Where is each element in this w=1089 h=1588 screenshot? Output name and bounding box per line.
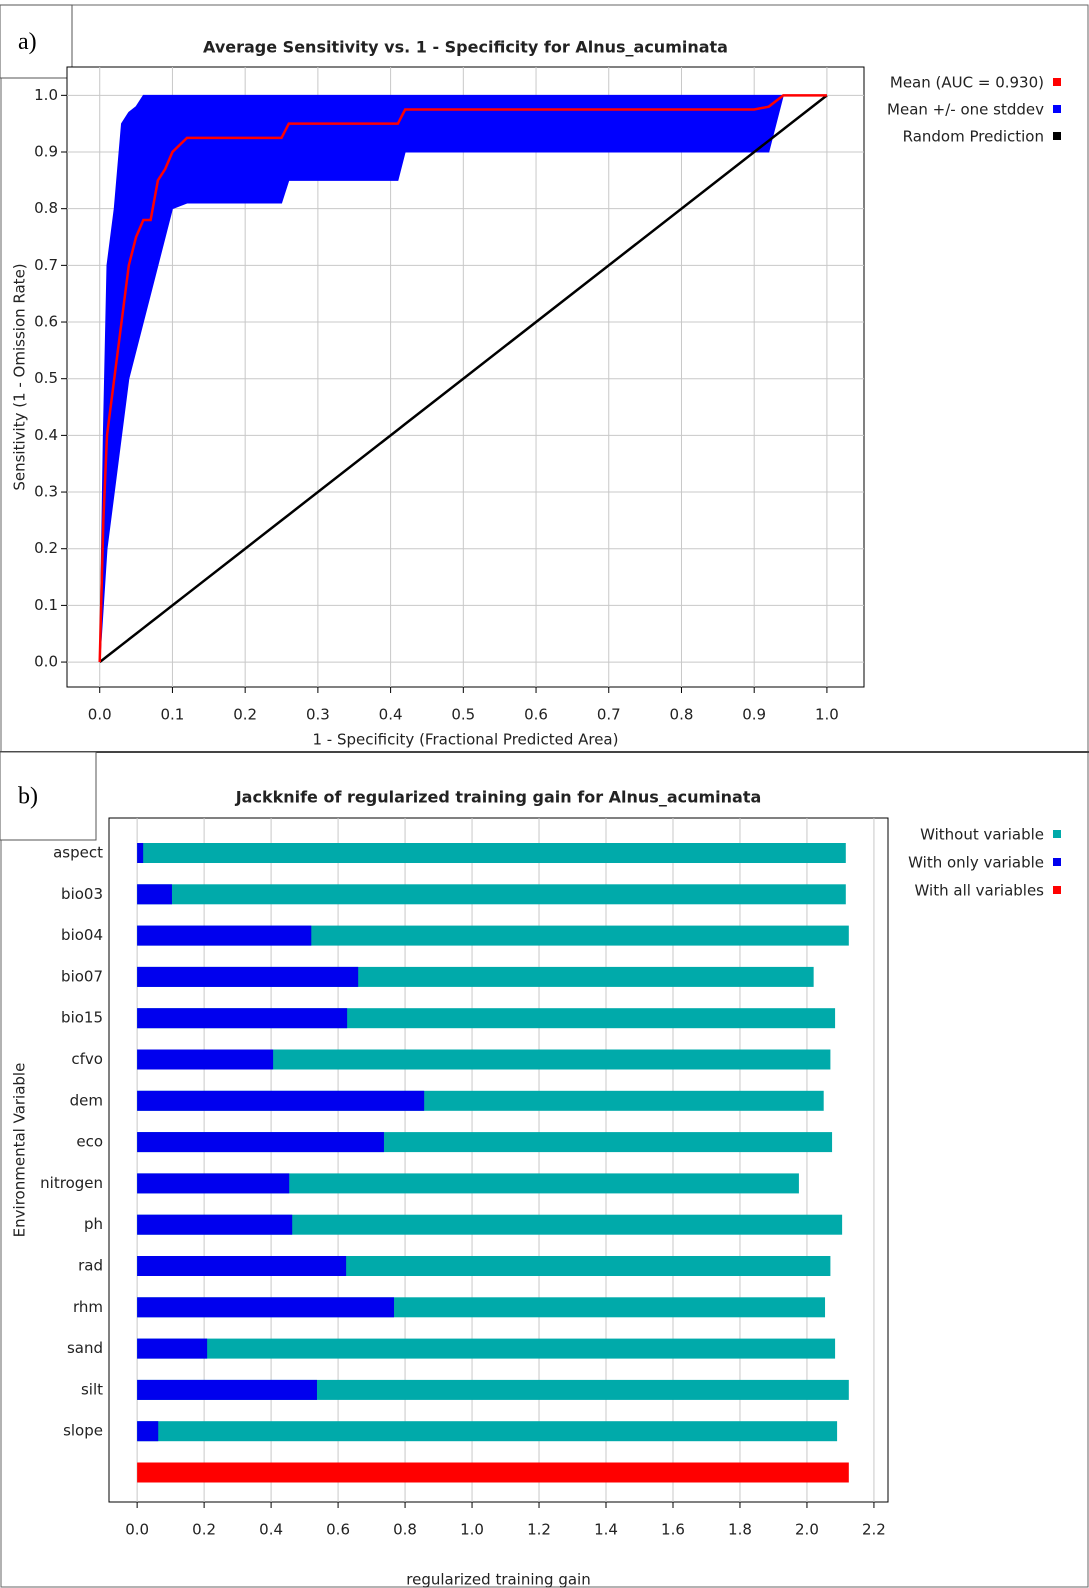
bar: [137, 1214, 843, 1235]
y-tick-label: bio03: [61, 885, 103, 903]
legend-label: With only variable: [908, 854, 1044, 872]
y-tick-label: 0.2: [34, 539, 58, 557]
y-tick-label: 0.1: [34, 596, 58, 614]
bar: [137, 1008, 348, 1029]
legend-label: Random Prediction: [903, 128, 1044, 146]
y-tick-label: bio04: [61, 926, 103, 944]
x-tick-label: 2.2: [862, 1521, 886, 1539]
bar: [137, 1256, 347, 1276]
x-tick-label: 0.3: [306, 706, 330, 724]
x-tick-label: 0.0: [125, 1521, 149, 1539]
bar: [137, 1132, 384, 1153]
panel-label-box: [0, 4, 73, 79]
x-tick-label: 1.0: [460, 1521, 484, 1539]
x-tick-label: 1.2: [527, 1521, 551, 1539]
y-tick-label: 0.0: [34, 653, 58, 671]
legend-swatch: [1053, 858, 1061, 866]
x-tick-label: 0.9: [742, 706, 766, 724]
y-tick-label: 0.9: [34, 143, 58, 161]
bar: [137, 925, 849, 946]
y-axis-title: Environmental Variable: [11, 1063, 29, 1238]
y-tick-label: 0.5: [34, 369, 58, 387]
y-tick-label: 0.7: [34, 256, 58, 274]
bar: [137, 1049, 831, 1070]
y-tick-label: bio15: [61, 1009, 103, 1027]
y-tick-label: 0.3: [34, 483, 58, 501]
x-tick-label: 0.6: [524, 706, 548, 724]
x-tick-label: 0.2: [192, 1521, 216, 1539]
x-tick-label: 0.1: [161, 706, 185, 724]
legend-label: Without variable: [920, 826, 1044, 844]
x-tick-label: 2.0: [795, 1521, 819, 1539]
x-tick-label: 0.0: [88, 706, 112, 724]
y-tick-label: 0.6: [34, 313, 58, 331]
bar: [137, 1173, 799, 1194]
legend-label: Mean (AUC = 0.930): [890, 74, 1044, 92]
bar: [137, 1462, 849, 1483]
legend-label: Mean +/- one stddev: [887, 101, 1044, 119]
panel-label: a): [18, 29, 37, 55]
y-tick-label: eco: [76, 1133, 103, 1151]
line: [98, 94, 828, 664]
bar: [137, 843, 144, 863]
chart-title: Jackknife of regularized training gain f…: [235, 788, 762, 807]
x-tick-label: 1.8: [728, 1521, 752, 1539]
bar: [137, 884, 846, 905]
x-tick-label: 0.5: [451, 706, 475, 724]
y-tick-label: rhm: [73, 1298, 103, 1316]
legend-swatch: [1053, 105, 1061, 113]
line: [98, 94, 827, 663]
y-axis-title: Sensitivity (1 - Omission Rate): [11, 263, 29, 490]
y-tick-label: slope: [63, 1422, 103, 1440]
x-tick-label: 1.4: [594, 1521, 618, 1539]
bar: [137, 1421, 838, 1442]
x-tick-label: 1.6: [661, 1521, 685, 1539]
x-tick-label: 0.8: [670, 706, 694, 724]
x-tick-label: 0.6: [326, 1521, 350, 1539]
y-tick-label: cfvo: [71, 1050, 103, 1068]
x-tick-label: 0.2: [233, 706, 257, 724]
legend-swatch: [1053, 132, 1061, 140]
x-tick-label: 0.4: [379, 706, 403, 724]
bar: [137, 1421, 159, 1442]
bar: [137, 1297, 395, 1318]
chart-title: Average Sensitivity vs. 1 - Specificity …: [203, 38, 728, 57]
y-tick-label: 0.8: [34, 199, 58, 217]
y-tick-label: bio07: [61, 967, 103, 985]
y-tick-label: sand: [67, 1339, 103, 1357]
panel-label: b): [18, 784, 38, 810]
x-tick-label: 0.8: [393, 1521, 417, 1539]
x-tick-label: 0.4: [259, 1521, 283, 1539]
y-tick-label: ph: [84, 1215, 103, 1233]
y-tick-label: rad: [78, 1257, 103, 1275]
legend-swatch: [1053, 830, 1061, 838]
y-tick-label: 1.0: [34, 86, 58, 104]
x-tick-label: 0.7: [597, 706, 621, 724]
bar: [137, 884, 172, 905]
bar: [137, 1338, 208, 1359]
bar: [137, 843, 846, 863]
x-axis-title: 1 - Specificity (Fractional Predicted Ar…: [313, 731, 619, 749]
legend-swatch: [1053, 886, 1061, 894]
x-axis-title: regularized training gain: [406, 1571, 590, 1588]
y-tick-label: 0.4: [34, 426, 58, 444]
bar: [137, 1338, 836, 1359]
bar: [137, 1049, 274, 1070]
bar: [137, 925, 312, 946]
y-tick-label: dem: [70, 1091, 103, 1109]
legend-swatch: [1053, 78, 1061, 86]
y-tick-label: nitrogen: [40, 1174, 103, 1192]
bar: [137, 1379, 317, 1400]
legend-label: With all variables: [915, 882, 1045, 900]
bar: [137, 1214, 293, 1235]
bar: [137, 966, 359, 987]
y-tick-label: silt: [81, 1380, 103, 1398]
panel-label-box: [0, 751, 97, 841]
x-tick-label: 1.0: [815, 706, 839, 724]
bar: [137, 1173, 290, 1194]
bar: [137, 1090, 425, 1111]
y-tick-label: aspect: [53, 844, 103, 862]
